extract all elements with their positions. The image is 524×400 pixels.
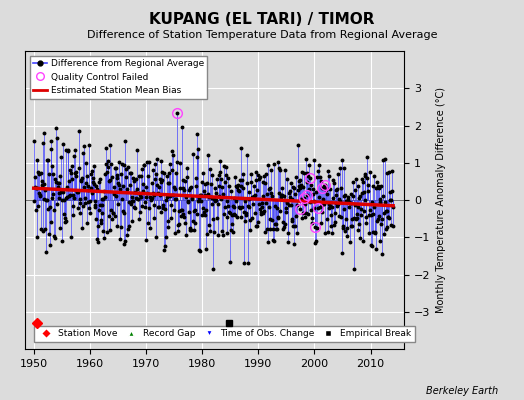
Text: Difference of Station Temperature Data from Regional Average: Difference of Station Temperature Data f…: [87, 30, 437, 40]
Legend: Station Move, Record Gap, Time of Obs. Change, Empirical Break: Station Move, Record Gap, Time of Obs. C…: [34, 326, 415, 342]
Text: KUPANG (EL TARI) / TIMOR: KUPANG (EL TARI) / TIMOR: [149, 12, 375, 27]
Y-axis label: Monthly Temperature Anomaly Difference (°C): Monthly Temperature Anomaly Difference (…: [436, 87, 446, 313]
Text: Berkeley Earth: Berkeley Earth: [425, 386, 498, 396]
